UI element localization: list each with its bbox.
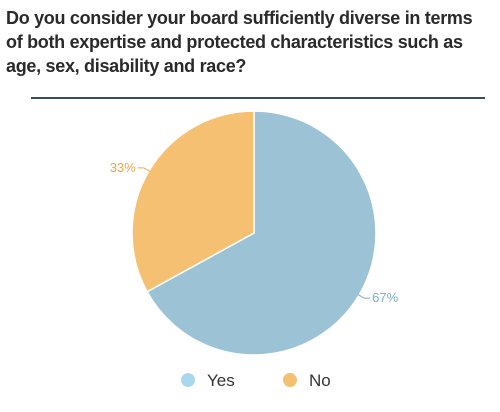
data-labels: 67% 33% xyxy=(110,160,399,305)
label-leaders xyxy=(137,167,371,299)
legend-swatch-no xyxy=(283,373,297,387)
legend: Yes No xyxy=(181,371,331,390)
data-label-no: 33% xyxy=(110,160,136,175)
data-label-yes: 67% xyxy=(372,290,398,305)
legend-label-no: No xyxy=(309,371,331,390)
legend-swatch-yes xyxy=(181,373,195,387)
legend-label-yes: Yes xyxy=(207,371,235,390)
pie-slices xyxy=(131,110,377,356)
leader-line-yes xyxy=(357,294,371,299)
chart-title: Do you consider your board sufficiently … xyxy=(6,8,473,76)
title-divider xyxy=(31,97,485,99)
leader-line-no xyxy=(137,167,151,172)
